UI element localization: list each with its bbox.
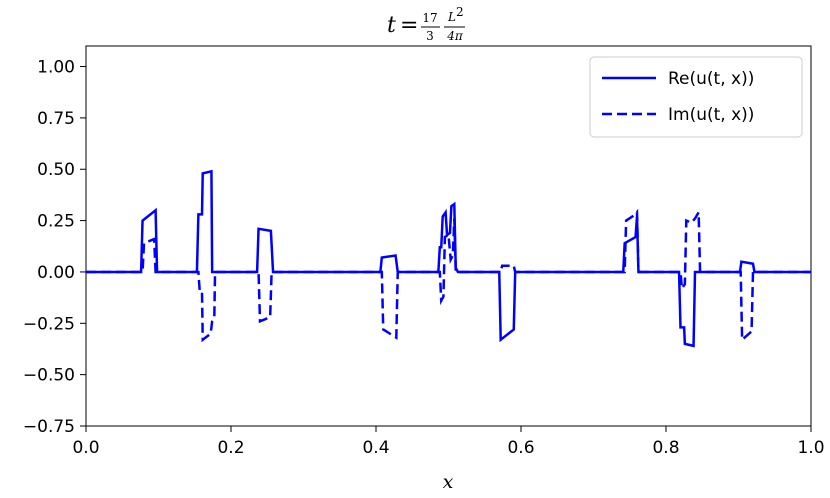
legend: Re(u(t, x)) Im(u(t, x)) <box>589 56 803 138</box>
x-tick-label: 0.6 <box>507 438 534 458</box>
title-frac1-den: 3 <box>426 29 434 43</box>
x-axis-label: x <box>443 471 454 493</box>
title-frac2-den: 4π <box>446 29 464 43</box>
y-tick-label: 0.00 <box>37 263 75 283</box>
title-eq: = <box>400 13 418 38</box>
x-tick-label: 0.2 <box>217 438 244 458</box>
y-tick-label: 0.50 <box>37 160 75 180</box>
y-tick-label: −0.75 <box>23 417 75 437</box>
legend-label-re: Re(u(t, x)) <box>668 69 754 89</box>
series-layer <box>86 169 811 348</box>
x-tick-label: 0.8 <box>652 438 679 458</box>
title-lhs: t <box>387 13 396 38</box>
y-tick-label: 1.00 <box>37 58 75 78</box>
x-tick-label: 0.4 <box>362 438 389 458</box>
x-axis: 0.0 0.2 0.4 0.6 0.8 1.0 <box>72 426 825 458</box>
title-frac2-sup: 2 <box>456 5 464 19</box>
y-tick-label: −0.50 <box>23 366 75 386</box>
y-tick-label: −0.25 <box>23 314 75 334</box>
title-frac2-num: L <box>447 10 456 24</box>
legend-label-im: Im(u(t, x)) <box>668 105 754 125</box>
x-tick-label: 0.0 <box>72 438 99 458</box>
x-tick-label: 1.0 <box>797 438 824 458</box>
y-tick-label: 0.75 <box>37 109 75 129</box>
series-line-im <box>86 207 811 343</box>
title-frac1-num: 17 <box>422 11 437 25</box>
y-tick-label: 0.25 <box>37 212 75 232</box>
chart-title: t = 17 3 L 2 4π <box>387 5 465 43</box>
y-axis: 1.00 0.75 0.50 0.25 0.00 −0.25 −0.50 −0.75 <box>23 58 86 437</box>
series-line-re <box>86 169 811 348</box>
